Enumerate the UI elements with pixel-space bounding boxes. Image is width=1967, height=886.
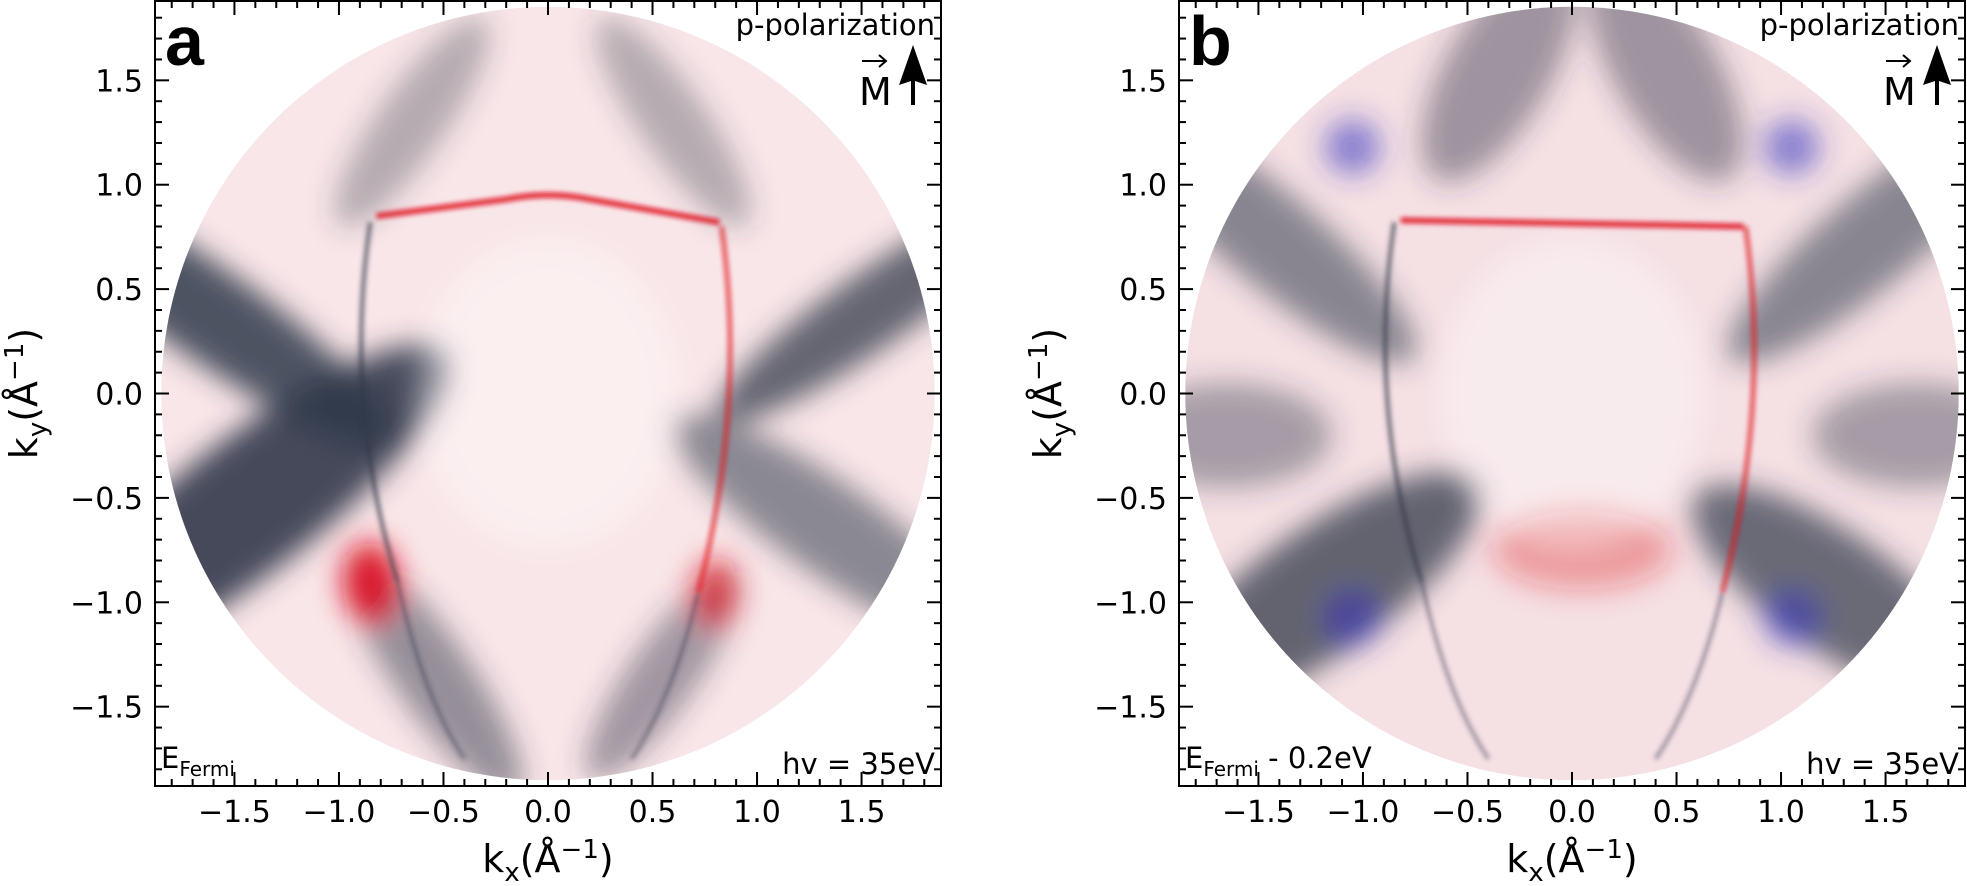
up-arrow-icon: [899, 45, 927, 105]
x-axis-label-b: kx(Å−1): [1506, 835, 1637, 886]
x-tick-label: 0.5: [629, 795, 677, 830]
fermi-surface-map-b: [1185, 6, 1959, 781]
x-axis-label-unit: (Å: [1544, 837, 1585, 881]
x-axis-label-unit: (Å: [520, 837, 561, 881]
y-axis-label-close: ): [1026, 328, 1070, 343]
y-tick-label: 1.0: [95, 169, 143, 204]
x-axis-label-close: ): [1623, 837, 1638, 881]
x-axis-label-sub: x: [1528, 858, 1543, 886]
magnetization-label-b: M: [1883, 70, 1916, 114]
energy-label-a: EFermi: [161, 741, 235, 781]
y-axis-label-sup: −1: [1024, 343, 1054, 381]
y-tick-label: −1.0: [1094, 586, 1167, 621]
y-tick-label: 1.5: [1119, 64, 1167, 99]
x-tick-label: −1.0: [1327, 795, 1400, 830]
x-axis-label-a: kx(Å−1): [482, 835, 613, 886]
magnetization-label-a: M: [859, 70, 892, 114]
vector-arrow-icon: [1886, 54, 1912, 68]
axis-ticks-a: −1.5 −1.0 −0.5 0.0 0.5 1.0 1.5 −1.5 −1.0 −0.5 0.0 0…: [70, 1, 941, 830]
panel-b: −1.5 −1.0 −0.5 0.0 0.5 1.0 1.5 −1.5 −1.0 −0.5 0.0 0…: [1024, 0, 1966, 886]
y-tick-label: 1.5: [95, 64, 143, 99]
y-axis-label-a: ky(Å−1): [0, 328, 53, 459]
energy-label-base: E: [1185, 741, 1203, 775]
y-tick-label: −1.5: [70, 691, 143, 726]
y-tick-label: −0.5: [1094, 482, 1167, 517]
y-tick-label: 1.0: [1119, 169, 1167, 204]
axis-ticks-b: −1.5 −1.0 −0.5 0.0 0.5 1.0 1.5 −1.5 −1.0 −0.5 0.0 0…: [1094, 1, 1965, 830]
x-tick-label: −1.5: [1222, 795, 1295, 830]
x-axis-label-base: k: [482, 837, 504, 881]
x-axis-label-sup: −1: [1585, 835, 1623, 865]
vector-arrow-icon: [862, 54, 888, 68]
up-arrow-icon: [1923, 45, 1951, 105]
magnetization-indicator-a: M: [859, 45, 927, 114]
energy-label-b: EFermi - 0.2eV: [1185, 741, 1372, 781]
photon-energy-label-a: hv = 35eV: [782, 747, 935, 781]
x-tick-label: 1.0: [733, 795, 781, 830]
y-tick-label: −0.5: [70, 482, 143, 517]
y-axis-label-close: ): [2, 328, 46, 343]
band-contour: [358, 192, 733, 760]
y-axis-label-base: k: [1026, 437, 1070, 459]
energy-label-sub: Fermi: [179, 757, 235, 781]
x-tick-label: 0.5: [1653, 795, 1701, 830]
y-axis-label-base: k: [2, 437, 46, 459]
y-axis-label-b: ky(Å−1): [1024, 328, 1077, 459]
x-axis-label-close: ): [599, 837, 614, 881]
y-axis-label-unit: (Å: [1026, 381, 1070, 422]
y-tick-label: 0.5: [1119, 273, 1167, 308]
y-tick-label: −1.0: [70, 586, 143, 621]
y-axis-label-sub: y: [1047, 422, 1077, 437]
y-tick-label: 0.5: [95, 273, 143, 308]
polarization-label-a: p-polarization: [736, 8, 935, 42]
panel-letter-a: a: [165, 2, 205, 80]
energy-label-base: E: [161, 741, 179, 775]
x-tick-label: −0.5: [1431, 795, 1504, 830]
x-axis-label-sub: x: [504, 858, 519, 886]
x-tick-label: 1.5: [1862, 795, 1910, 830]
y-tick-label: −1.5: [1094, 691, 1167, 726]
x-tick-label: −1.0: [303, 795, 376, 830]
x-axis-label-sup: −1: [561, 835, 599, 865]
polarization-label-b: p-polarization: [1760, 8, 1959, 42]
y-tick-label: 0.0: [95, 378, 143, 413]
x-tick-label: 1.5: [838, 795, 886, 830]
x-tick-label: 0.0: [524, 795, 572, 830]
x-tick-label: −1.5: [198, 795, 271, 830]
x-tick-label: −0.5: [407, 795, 480, 830]
y-axis-label-unit: (Å: [2, 381, 46, 422]
fermi-surface-map-a: [161, 6, 935, 781]
panel-letter-b: b: [1189, 2, 1232, 80]
x-tick-label: 0.0: [1548, 795, 1596, 830]
energy-label-suffix: - 0.2eV: [1259, 741, 1372, 775]
energy-label-sub: Fermi: [1203, 757, 1259, 781]
photon-energy-label-b: hv = 35eV: [1806, 747, 1959, 781]
x-axis-label-base: k: [1506, 837, 1528, 881]
magnetization-indicator-b: M: [1883, 45, 1951, 114]
x-tick-label: 1.0: [1757, 795, 1805, 830]
y-axis-label-sub: y: [23, 422, 53, 437]
band-contour: [1382, 217, 1757, 760]
y-tick-label: 0.0: [1119, 378, 1167, 413]
panel-a: −1.5 −1.0 −0.5 0.0 0.5 1.0 1.5 −1.5 −1.0 −0.5 0.0 0…: [0, 0, 942, 886]
y-axis-label-sup: −1: [0, 343, 30, 381]
